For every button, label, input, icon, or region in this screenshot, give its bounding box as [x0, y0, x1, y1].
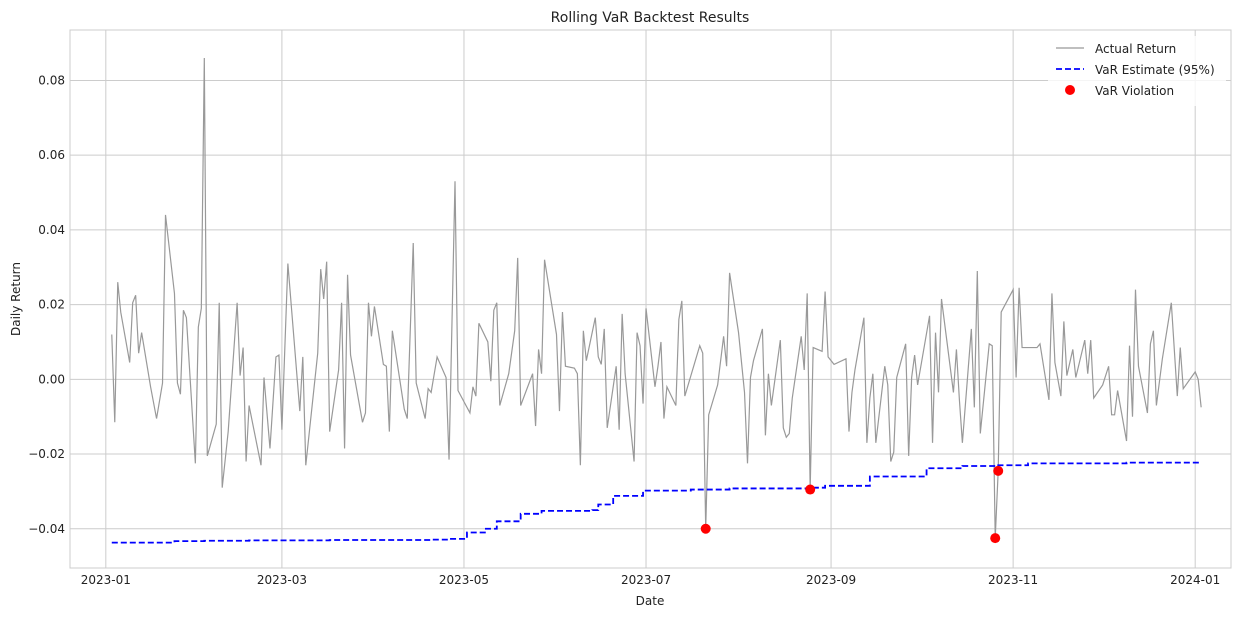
x-axis-label: Date [636, 594, 665, 608]
plot-area [111, 58, 1203, 544]
y-tick-label: 0.04 [38, 223, 65, 237]
y-axis-ticks: −0.04 −0.02 0.00 0.02 0.04 0.06 0.08 [28, 73, 65, 535]
legend-label-actual-return: Actual Return [1095, 42, 1176, 56]
y-tick-label: −0.02 [28, 447, 65, 461]
actual-return-line [111, 58, 1202, 539]
legend-swatch-var-violation [1065, 85, 1075, 95]
y-tick-label: 0.06 [38, 148, 65, 162]
x-tick-label: 2023-05 [439, 573, 489, 587]
var-violation-point [805, 484, 816, 495]
x-tick-label: 2023-11 [988, 573, 1038, 587]
y-tick-label: 0.02 [38, 298, 65, 312]
var-violation-markers [700, 465, 1004, 544]
y-tick-label: −0.04 [28, 522, 65, 536]
y-axis-label: Daily Return [9, 262, 23, 336]
legend-label-var-estimate: VaR Estimate (95%) [1095, 63, 1215, 77]
x-tick-label: 2023-01 [81, 573, 131, 587]
x-tick-label: 2023-03 [257, 573, 307, 587]
legend: Actual Return VaR Estimate (95%) VaR Vio… [1048, 36, 1226, 106]
y-tick-label: 0.00 [38, 372, 65, 386]
chart-title: Rolling VaR Backtest Results [551, 10, 750, 26]
var-violation-point [700, 523, 711, 534]
legend-label-var-violation: VaR Violation [1095, 84, 1174, 98]
grid-lines [70, 30, 1231, 568]
var-violation-point [990, 533, 1001, 544]
var-estimate-line [111, 461, 1203, 544]
x-axis-ticks: 2023-01 2023-03 2023-05 2023-07 2023-09 2023-… [81, 573, 1221, 587]
x-tick-label: 2023-09 [806, 573, 856, 587]
var-violation-point [993, 465, 1004, 476]
x-tick-label: 2023-07 [621, 573, 671, 587]
x-tick-label: 2024-01 [1170, 573, 1220, 587]
y-tick-label: 0.08 [38, 73, 65, 87]
plot-frame [69, 29, 1232, 569]
